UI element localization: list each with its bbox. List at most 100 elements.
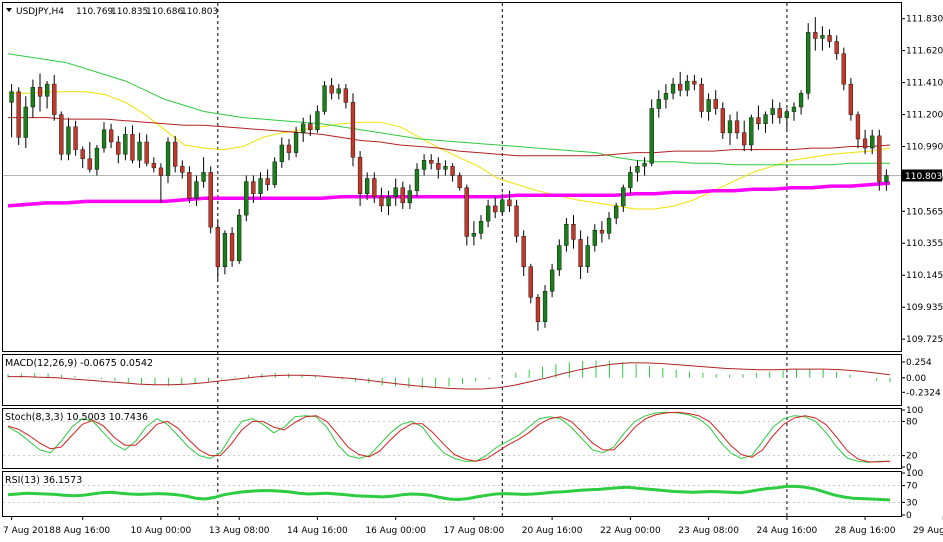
candle xyxy=(279,137,284,168)
candle xyxy=(236,209,242,264)
candle-body xyxy=(37,86,43,97)
candle xyxy=(315,105,320,133)
x-tick-label: 17 Aug 08:00 xyxy=(444,526,505,536)
price-y-tick-label: 110.355 xyxy=(906,239,943,249)
candle xyxy=(798,90,804,115)
candle xyxy=(272,157,277,188)
candle-body xyxy=(642,163,647,167)
macd-indicator xyxy=(7,360,891,390)
candle xyxy=(742,120,747,152)
candlesticks xyxy=(9,17,889,331)
candle xyxy=(606,212,612,240)
candle-body xyxy=(663,93,669,100)
candle xyxy=(343,84,348,109)
candle xyxy=(642,157,647,176)
candle xyxy=(9,84,14,138)
candle-body xyxy=(208,172,213,228)
candle xyxy=(685,75,690,97)
candle-body xyxy=(806,32,811,94)
candle xyxy=(806,23,811,100)
candle-body xyxy=(500,199,505,213)
chart-header: USDJPY,H4 110.769 110.835 110.686 110.80… xyxy=(6,7,218,17)
candle xyxy=(542,285,548,328)
candle xyxy=(550,263,555,298)
candle-body xyxy=(542,291,548,322)
candle-body xyxy=(706,99,711,112)
candle xyxy=(357,151,363,206)
candle xyxy=(877,129,882,191)
candle xyxy=(187,166,192,203)
rsi-indicator xyxy=(3,484,901,503)
candle xyxy=(80,146,85,168)
candle xyxy=(116,135,121,164)
stoch-title: Stoch(8,3,3) 10.5003 10.7436 xyxy=(5,412,148,423)
candle-body xyxy=(286,144,292,153)
candle-body xyxy=(101,129,107,149)
candle xyxy=(777,102,782,124)
candle xyxy=(66,117,71,161)
candle xyxy=(286,138,292,161)
x-tick-label: 24 Aug 16:00 xyxy=(757,526,818,536)
candle xyxy=(429,154,434,170)
candle xyxy=(749,114,754,152)
candle-body xyxy=(713,99,718,109)
candle-body xyxy=(80,149,85,159)
candle-body xyxy=(550,269,555,292)
candle-body xyxy=(73,126,78,150)
candle xyxy=(293,126,299,158)
candle xyxy=(251,175,256,203)
candle xyxy=(592,224,598,252)
candle xyxy=(528,263,533,304)
candle-body xyxy=(820,35,825,39)
candle xyxy=(215,221,220,279)
candle-body xyxy=(493,205,498,213)
candle-body xyxy=(564,223,569,246)
candle-body xyxy=(251,181,256,195)
candle xyxy=(578,230,583,279)
candle xyxy=(870,129,875,155)
session-separators xyxy=(217,3,788,516)
candle-body xyxy=(436,163,441,170)
candle-body xyxy=(301,123,306,133)
candle-body xyxy=(343,88,348,103)
candle xyxy=(244,175,249,222)
candle xyxy=(450,163,455,182)
candle-body xyxy=(258,178,263,194)
price-pane-frame xyxy=(2,2,902,352)
candle-body xyxy=(578,239,583,267)
candle xyxy=(507,190,512,212)
candle xyxy=(813,17,818,51)
candle xyxy=(329,78,334,100)
macd-y-tick-label: -0.2324 xyxy=(906,388,941,398)
candle xyxy=(265,169,270,191)
candle-body xyxy=(678,83,683,91)
candle-body xyxy=(414,169,420,191)
candle-body xyxy=(379,196,384,207)
candle xyxy=(628,166,633,194)
x-tick-label: 13 Aug 08:00 xyxy=(209,526,270,536)
candle xyxy=(820,26,825,51)
candle xyxy=(421,154,427,176)
candle-body xyxy=(123,134,128,155)
candle-body xyxy=(372,178,377,197)
chart-low: 110.686 xyxy=(146,7,183,17)
candle-body xyxy=(635,166,640,173)
candle xyxy=(73,120,78,156)
candle xyxy=(52,75,57,121)
candle-body xyxy=(528,266,533,298)
candle-body xyxy=(749,117,754,146)
candle-body xyxy=(66,126,71,155)
candle xyxy=(848,78,854,121)
candle-body xyxy=(116,141,121,155)
candle xyxy=(692,75,697,91)
candle-body xyxy=(848,83,854,115)
candle-body xyxy=(585,245,590,267)
symbol-dropdown-icon[interactable] xyxy=(6,8,12,12)
candle xyxy=(699,78,704,118)
macd-y-tick-label: 0.00 xyxy=(906,374,926,384)
x-tick-label: 10 Aug 00:00 xyxy=(131,526,192,536)
candle-body xyxy=(621,187,626,207)
candle-body xyxy=(784,111,790,118)
candle xyxy=(827,29,832,48)
